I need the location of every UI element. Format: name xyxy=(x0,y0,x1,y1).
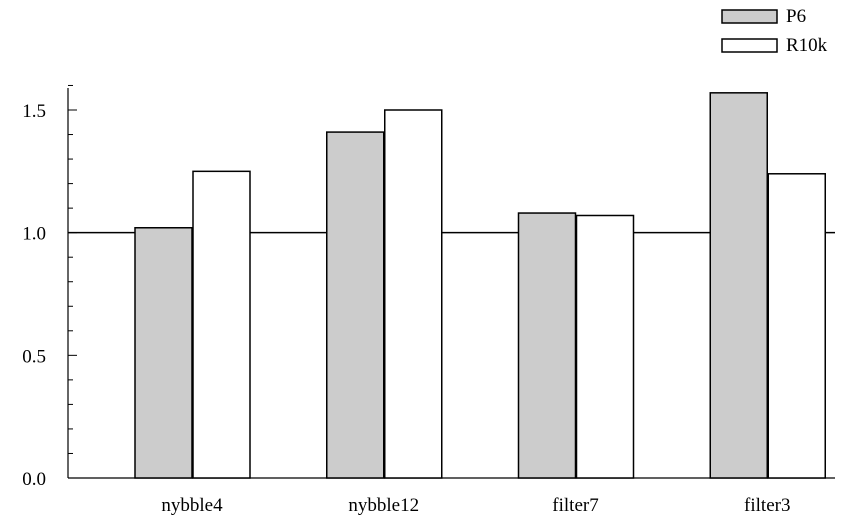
legend-swatch-p6 xyxy=(721,9,778,24)
bar-p6-filter3 xyxy=(709,92,768,479)
legend: P6 R10k xyxy=(721,6,828,56)
legend-label-r10k: R10k xyxy=(786,35,828,56)
bar-r10k-nybble12 xyxy=(384,109,443,479)
bar-p6-nybble12 xyxy=(326,131,385,479)
y-tick-label: 0.0 xyxy=(22,469,46,490)
x-tick-label: nybble12 xyxy=(348,495,419,516)
legend-label-p6: P6 xyxy=(786,6,806,27)
bar-r10k-filter3 xyxy=(767,173,826,479)
y-tick-label: 1.0 xyxy=(22,224,46,245)
bar-p6-filter7 xyxy=(517,212,577,479)
axis-labels: 0.0 0.5 1.0 1.5 nybble4 nybble12 filter7 filter… xyxy=(22,101,790,516)
x-tick-label: nybble4 xyxy=(161,495,223,516)
bar-r10k-nybble4 xyxy=(192,170,251,479)
bar-r10k-filter7 xyxy=(575,214,635,479)
legend-swatch-r10k xyxy=(721,38,778,53)
bars xyxy=(134,92,826,479)
y-tick-label: 1.5 xyxy=(22,101,46,122)
bar-p6-nybble4 xyxy=(134,227,193,479)
x-tick-label: filter3 xyxy=(744,495,790,516)
x-tick-label: filter7 xyxy=(552,495,598,516)
y-tick-label: 0.5 xyxy=(22,346,46,367)
